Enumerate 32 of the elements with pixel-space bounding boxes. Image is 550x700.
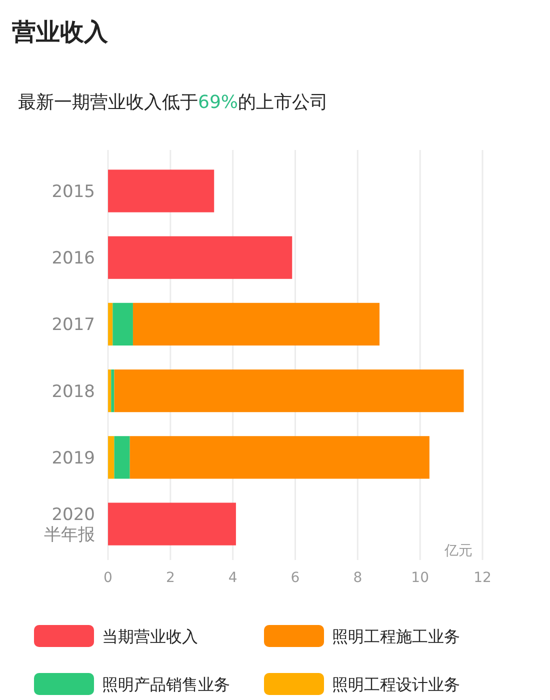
legend-label: 照明产品销售业务	[102, 675, 230, 694]
bar	[112, 302, 133, 346]
chart-title: 营业收入	[11, 18, 109, 46]
x-tick-label: 4	[228, 570, 238, 586]
y-tick-label: 2020 半年报	[44, 505, 95, 546]
bar	[114, 436, 130, 479]
x-tick-label: 2	[166, 570, 175, 586]
y-tick-label: 2015	[52, 182, 95, 202]
y-tick-label: 2016	[52, 248, 95, 269]
bar	[108, 369, 112, 412]
y-tick-label: 2019	[52, 448, 95, 468]
bar	[108, 302, 113, 346]
x-tick-label: 10	[411, 570, 429, 586]
x-tick-label: 0	[104, 570, 112, 586]
y-tick-label: 2018	[52, 382, 95, 402]
x-tick-label: 8	[353, 570, 362, 586]
bar	[111, 369, 114, 412]
x-tick-label: 6	[290, 570, 300, 586]
x-axis-title: 亿元	[444, 543, 472, 559]
bar	[108, 502, 236, 546]
chart-subtitle: 最新一期营业收入低于69%的上市公司	[18, 92, 328, 113]
bar	[132, 302, 380, 346]
bar	[108, 170, 214, 212]
y-tick-label: 2017	[52, 315, 95, 336]
bar	[130, 436, 430, 479]
legend-label: 照明工程施工业务	[332, 627, 460, 646]
bar	[114, 369, 464, 412]
legend-label: 照明工程设计业务	[332, 675, 460, 694]
bar	[108, 236, 292, 279]
bar	[108, 436, 114, 479]
legend-label: 当期营业收入	[102, 627, 198, 646]
x-tick-label: 12	[474, 570, 492, 586]
